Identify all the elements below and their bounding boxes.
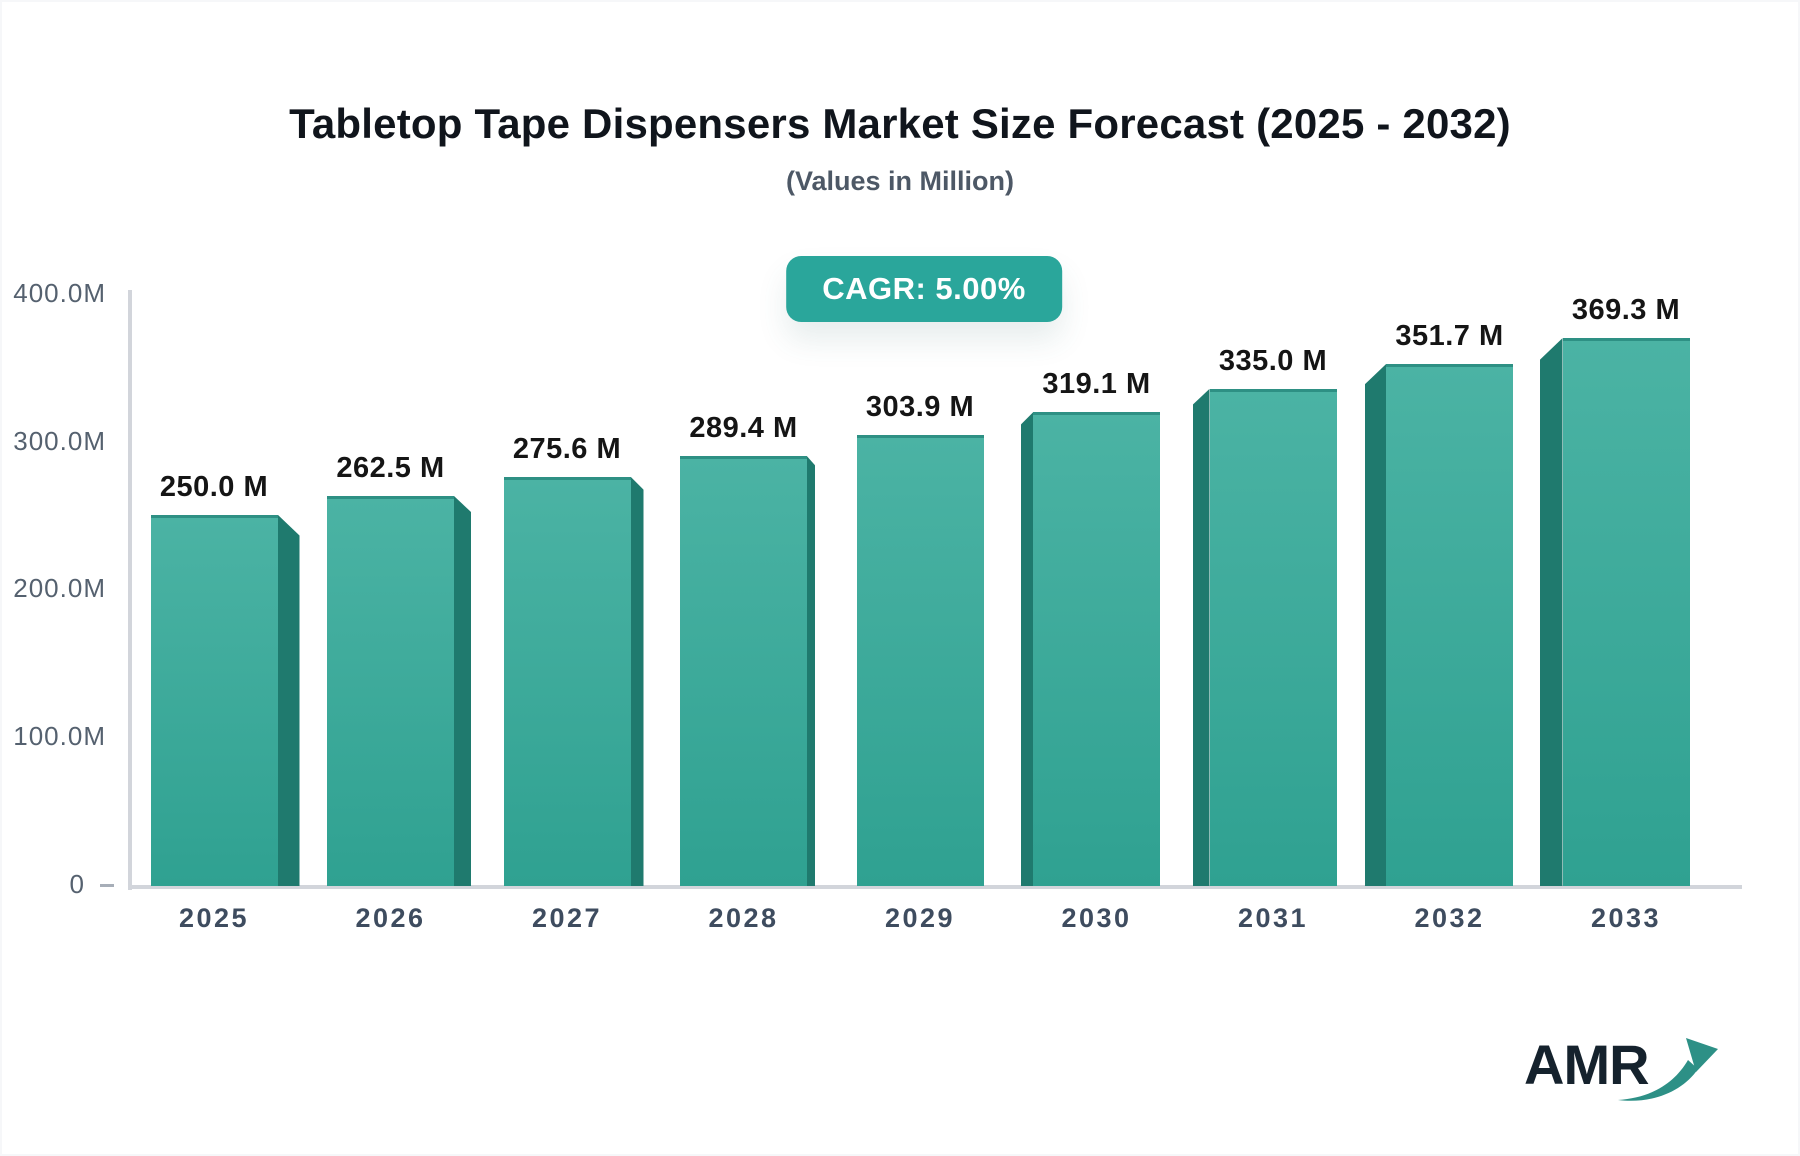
chart-subtitle: (Values in Million) <box>785 166 1015 196</box>
cagr-badge: CAGR: 5.00% <box>786 256 1062 322</box>
bar-side-face-2033 <box>1539 338 1563 886</box>
y-axis-tick-label: 400.0M <box>13 277 106 308</box>
bar-value-label: 250.0 M <box>159 470 269 503</box>
y-axis-tick-label: 300.0M <box>13 425 106 456</box>
x-axis-label: 2031 <box>1237 903 1309 933</box>
bar-value-label: 335.0 M <box>1218 344 1328 377</box>
amr-logo-text: AMR <box>1524 1033 1650 1096</box>
amr-logo: AMR <box>1524 1030 1724 1110</box>
bar-2028 <box>680 456 807 886</box>
bar-value-label: 351.7 M <box>1395 320 1504 353</box>
growth-arrow-icon <box>1618 1038 1718 1101</box>
bar-side-face-2026 <box>454 496 471 886</box>
bar-side-face-2025 <box>277 514 300 886</box>
y-axis-line <box>128 290 132 890</box>
cagr-badge-label: CAGR: 5.00% <box>822 271 1026 306</box>
bar-value-label: 275.6 M <box>512 432 622 465</box>
bar-side-face-2032 <box>1365 364 1386 886</box>
x-axis-label: 2026 <box>355 903 426 933</box>
page-border-top <box>0 0 1800 2</box>
y-axis-tick-label: 200.0M <box>13 573 106 604</box>
page-border-bottom <box>0 1154 1800 1156</box>
x-axis-label: 2027 <box>531 903 603 933</box>
bar-value-label: 369.3 M <box>1571 294 1681 327</box>
bar-value-label: 289.4 M <box>689 412 798 445</box>
bar-2027 <box>503 476 631 886</box>
page-border-right <box>1798 0 1800 1156</box>
x-axis-label: 2029 <box>884 903 956 933</box>
bar-2032 <box>1386 364 1513 886</box>
x-axis-label: 2032 <box>1414 903 1485 933</box>
y-axis-tick-label: 0 <box>69 869 85 899</box>
bar-2031 <box>1209 388 1337 886</box>
bar-2026 <box>327 496 454 886</box>
zero-tick-mark <box>100 884 114 887</box>
bar-2033 <box>1562 338 1690 886</box>
x-axis-label: 2033 <box>1590 903 1662 933</box>
bar-2030 <box>1033 412 1160 886</box>
bar-value-label: 319.1 M <box>1042 368 1151 401</box>
bar-side-face-2030 <box>1021 412 1033 886</box>
x-axis-label: 2030 <box>1061 903 1132 933</box>
bar-value-label: 262.5 M <box>336 452 445 485</box>
y-axis-tick-label: 100.0M <box>13 721 106 752</box>
bar-value-label: 303.9 M <box>865 390 975 423</box>
bar-2029 <box>856 434 984 886</box>
x-axis-line <box>128 885 1742 889</box>
x-axis-label: 2025 <box>178 903 250 933</box>
page-border-left <box>0 0 2 1156</box>
bar-side-face-2028 <box>807 456 815 886</box>
bar-side-face-2031 <box>1192 388 1210 886</box>
bar-2025 <box>150 514 278 886</box>
x-axis-label: 2028 <box>708 903 779 933</box>
chart-title: Tabletop Tape Dispensers Market Size For… <box>289 100 1511 147</box>
bar-side-face-2027 <box>630 476 644 886</box>
